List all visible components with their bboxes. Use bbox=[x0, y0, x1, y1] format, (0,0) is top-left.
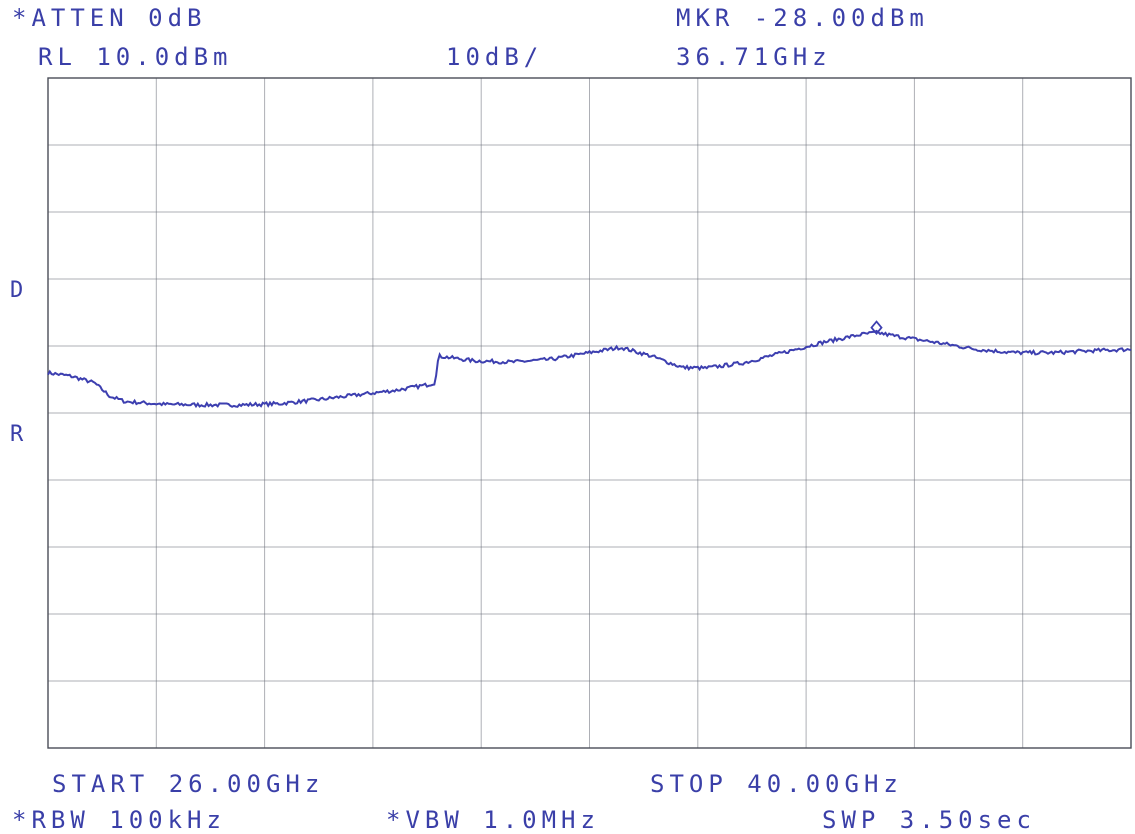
marker-freq-label: 36.71GHz bbox=[676, 43, 832, 71]
stop-freq-label: STOP 40.00GHz bbox=[650, 770, 903, 798]
plot-frame bbox=[47, 77, 1132, 749]
rbw-label: *RBW 100kHz bbox=[12, 806, 226, 834]
start-freq-label: START 26.00GHz bbox=[52, 770, 325, 798]
ref-level-label: RL 10.0dBm bbox=[38, 43, 233, 71]
vbw-label: *VBW 1.0MHz bbox=[386, 806, 600, 834]
marker-diamond bbox=[870, 320, 883, 336]
sweep-time-label: SWP 3.50sec bbox=[822, 806, 1036, 834]
plot-grid bbox=[48, 78, 1131, 748]
marker-level-label: MKR -28.00dBm bbox=[676, 4, 929, 32]
detector-d-label: D bbox=[10, 278, 24, 303]
atten-label: *ATTEN 0dB bbox=[12, 4, 207, 32]
scale-label: 10dB/ bbox=[446, 43, 544, 71]
spectrum-trace bbox=[47, 329, 1132, 409]
detector-r-label: R bbox=[10, 422, 24, 447]
